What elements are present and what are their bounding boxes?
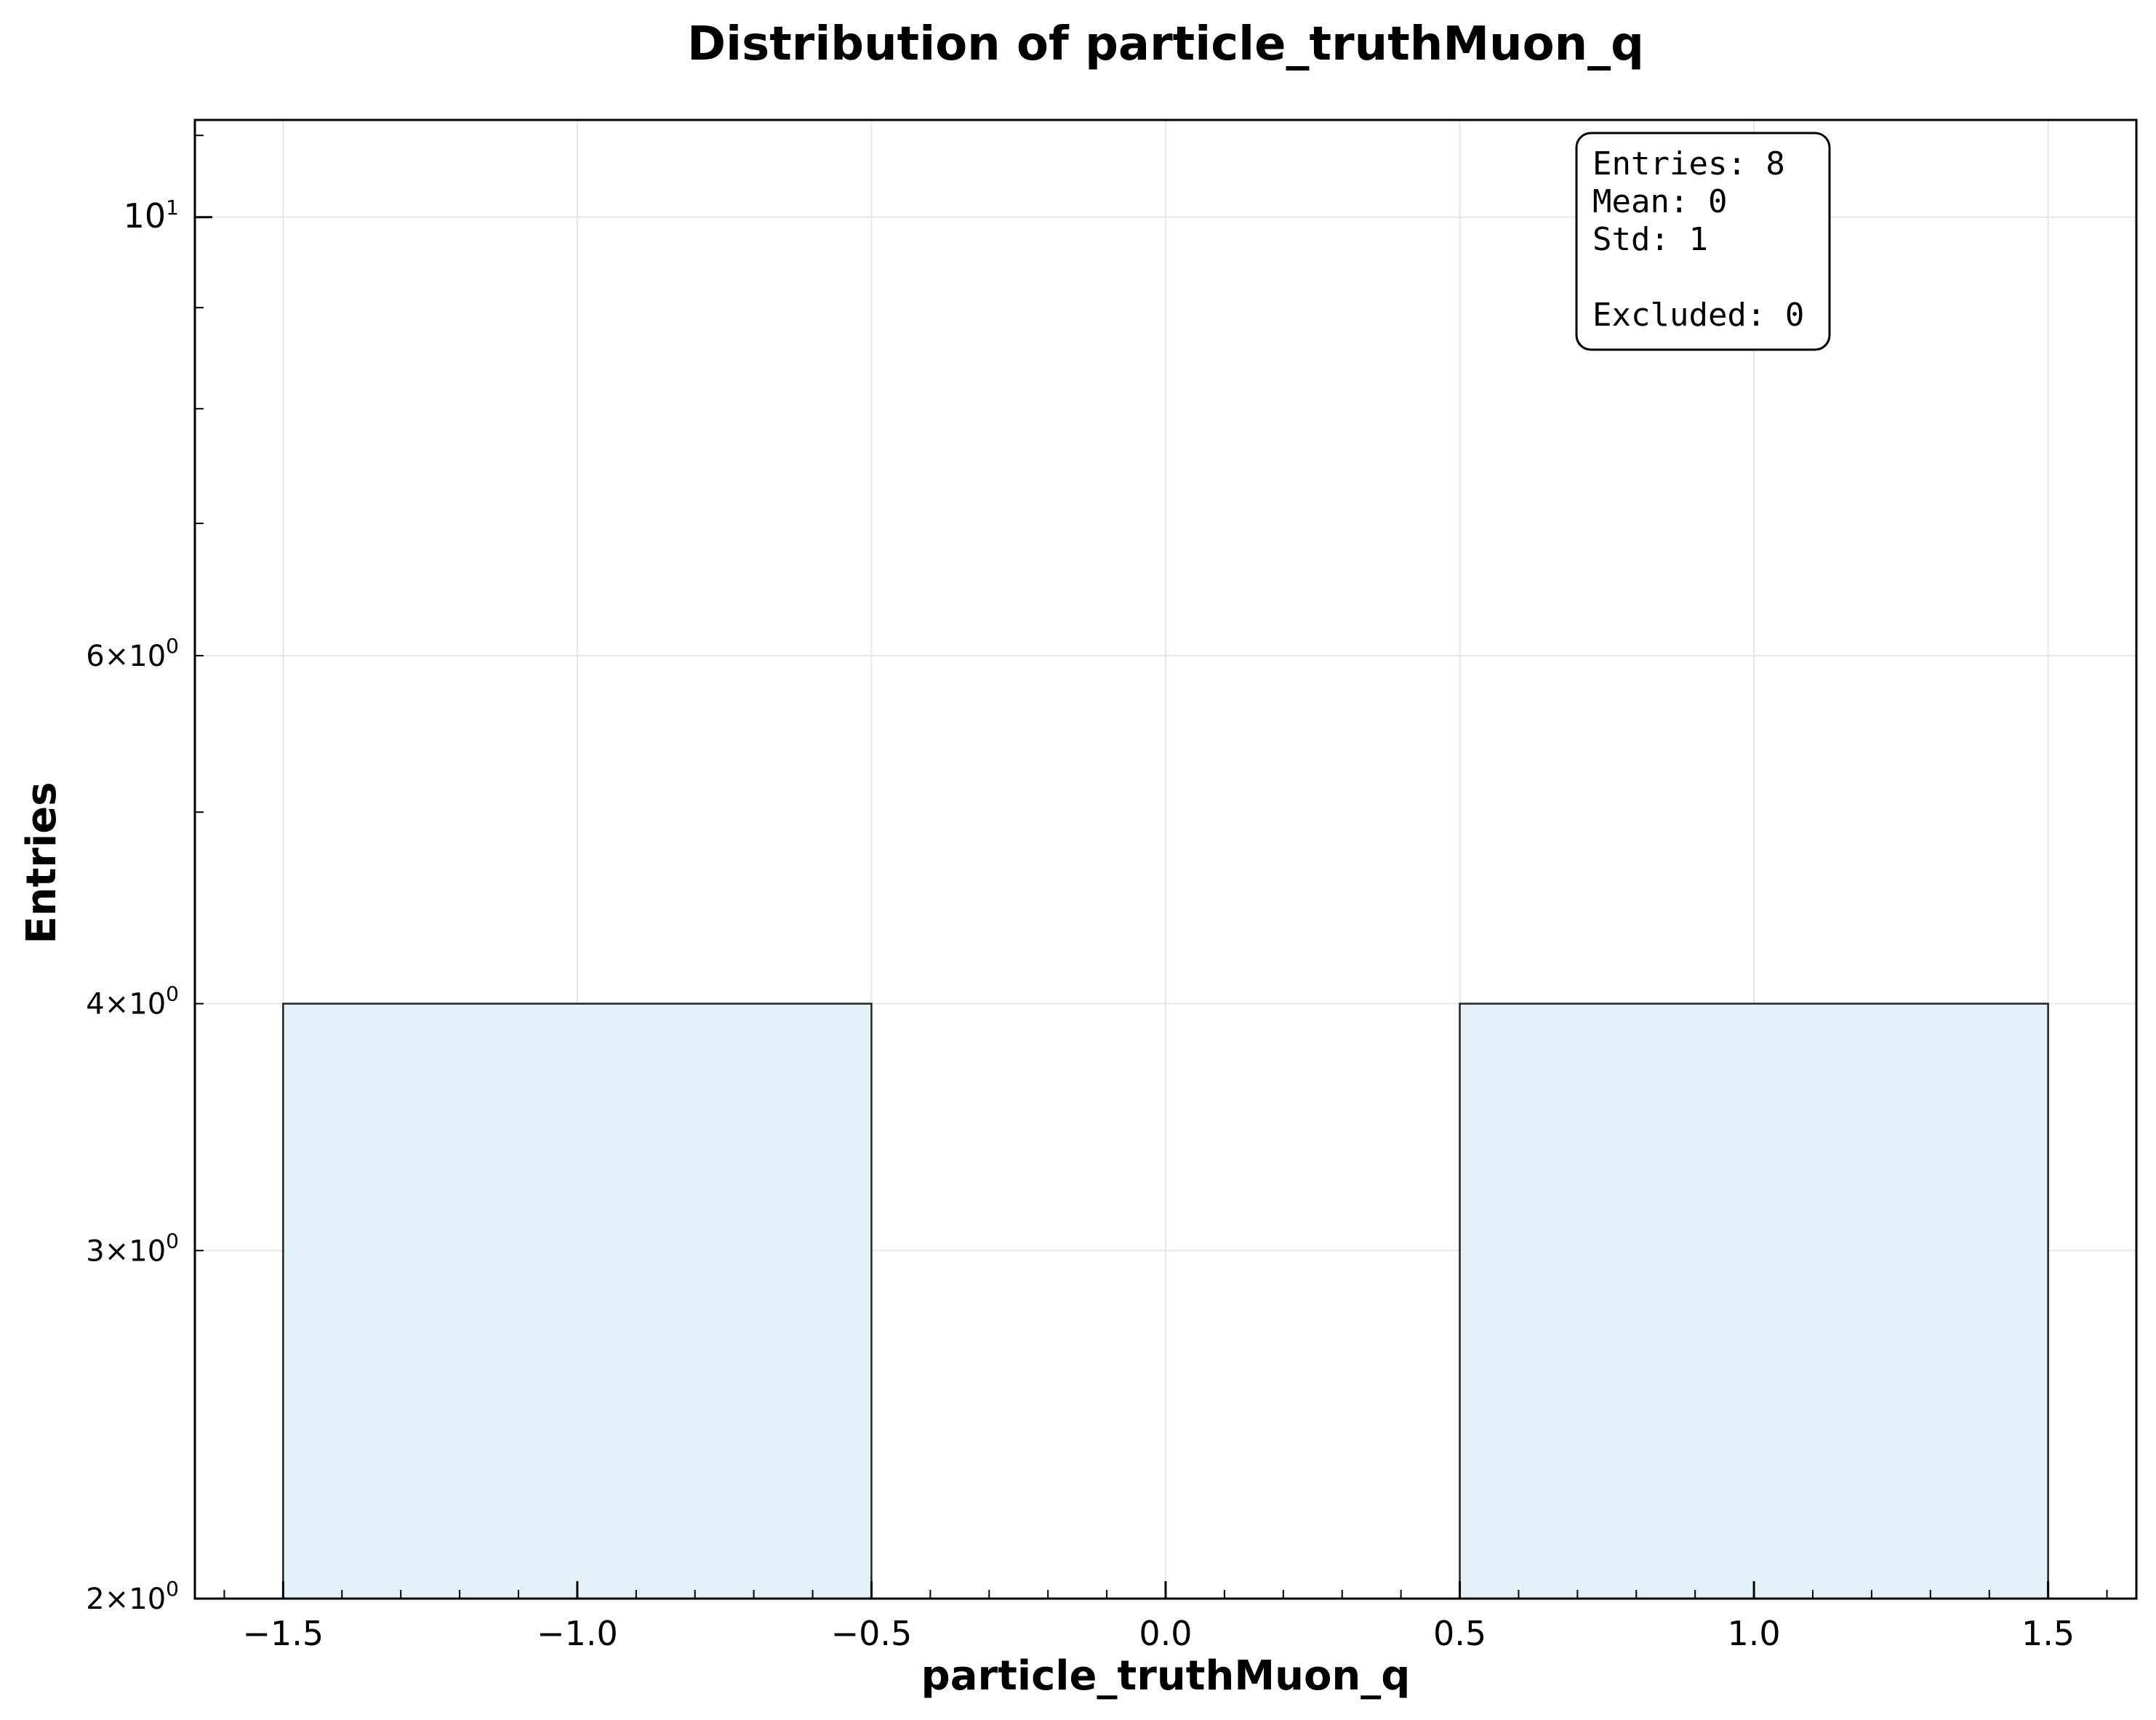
stats-line: Mean: 0 <box>1592 183 1727 220</box>
chart-title: Distribution of particle_truthMuon_q <box>687 17 1644 71</box>
tick-labels: −1.5 −1.0 −0.5 0.0 0.5 1.0 1.5 101 6×100 4×100 3×1… <box>86 196 2075 1653</box>
y-axis-label: Entries <box>18 781 65 944</box>
x-tick-label: −1.5 <box>243 1614 324 1653</box>
x-axis-label: particle_truthMuon_q <box>921 1652 1411 1700</box>
x-tick-label: 1.0 <box>1728 1614 1781 1653</box>
stats-box-frame <box>1575 132 1831 351</box>
stats-line: Std: 1 <box>1592 221 1708 258</box>
y-tick-label: 4×100 <box>86 982 179 1021</box>
histogram-bar <box>282 1002 873 1600</box>
stats-line: Entries: 8 <box>1592 145 1785 182</box>
y-tick-label: 101 <box>124 196 179 236</box>
stats-line: Excluded: 0 <box>1592 297 1804 334</box>
x-tick-label: −0.5 <box>831 1614 913 1653</box>
x-tick-label: 1.5 <box>2021 1614 2075 1653</box>
y-tick-label: 6×100 <box>86 634 179 673</box>
y-tick-label: 3×100 <box>86 1229 179 1268</box>
histogram-bar <box>1459 1002 2049 1600</box>
plot-frame <box>193 118 2138 1600</box>
x-tick-label: 0.5 <box>1433 1614 1486 1653</box>
y-tick-label: 2×100 <box>86 1577 179 1616</box>
histogram-bars <box>282 1002 2049 1600</box>
x-tick-label: −1.0 <box>537 1614 618 1653</box>
x-tick-label: 0.0 <box>1139 1614 1192 1653</box>
axis-ticks <box>195 134 2108 1599</box>
